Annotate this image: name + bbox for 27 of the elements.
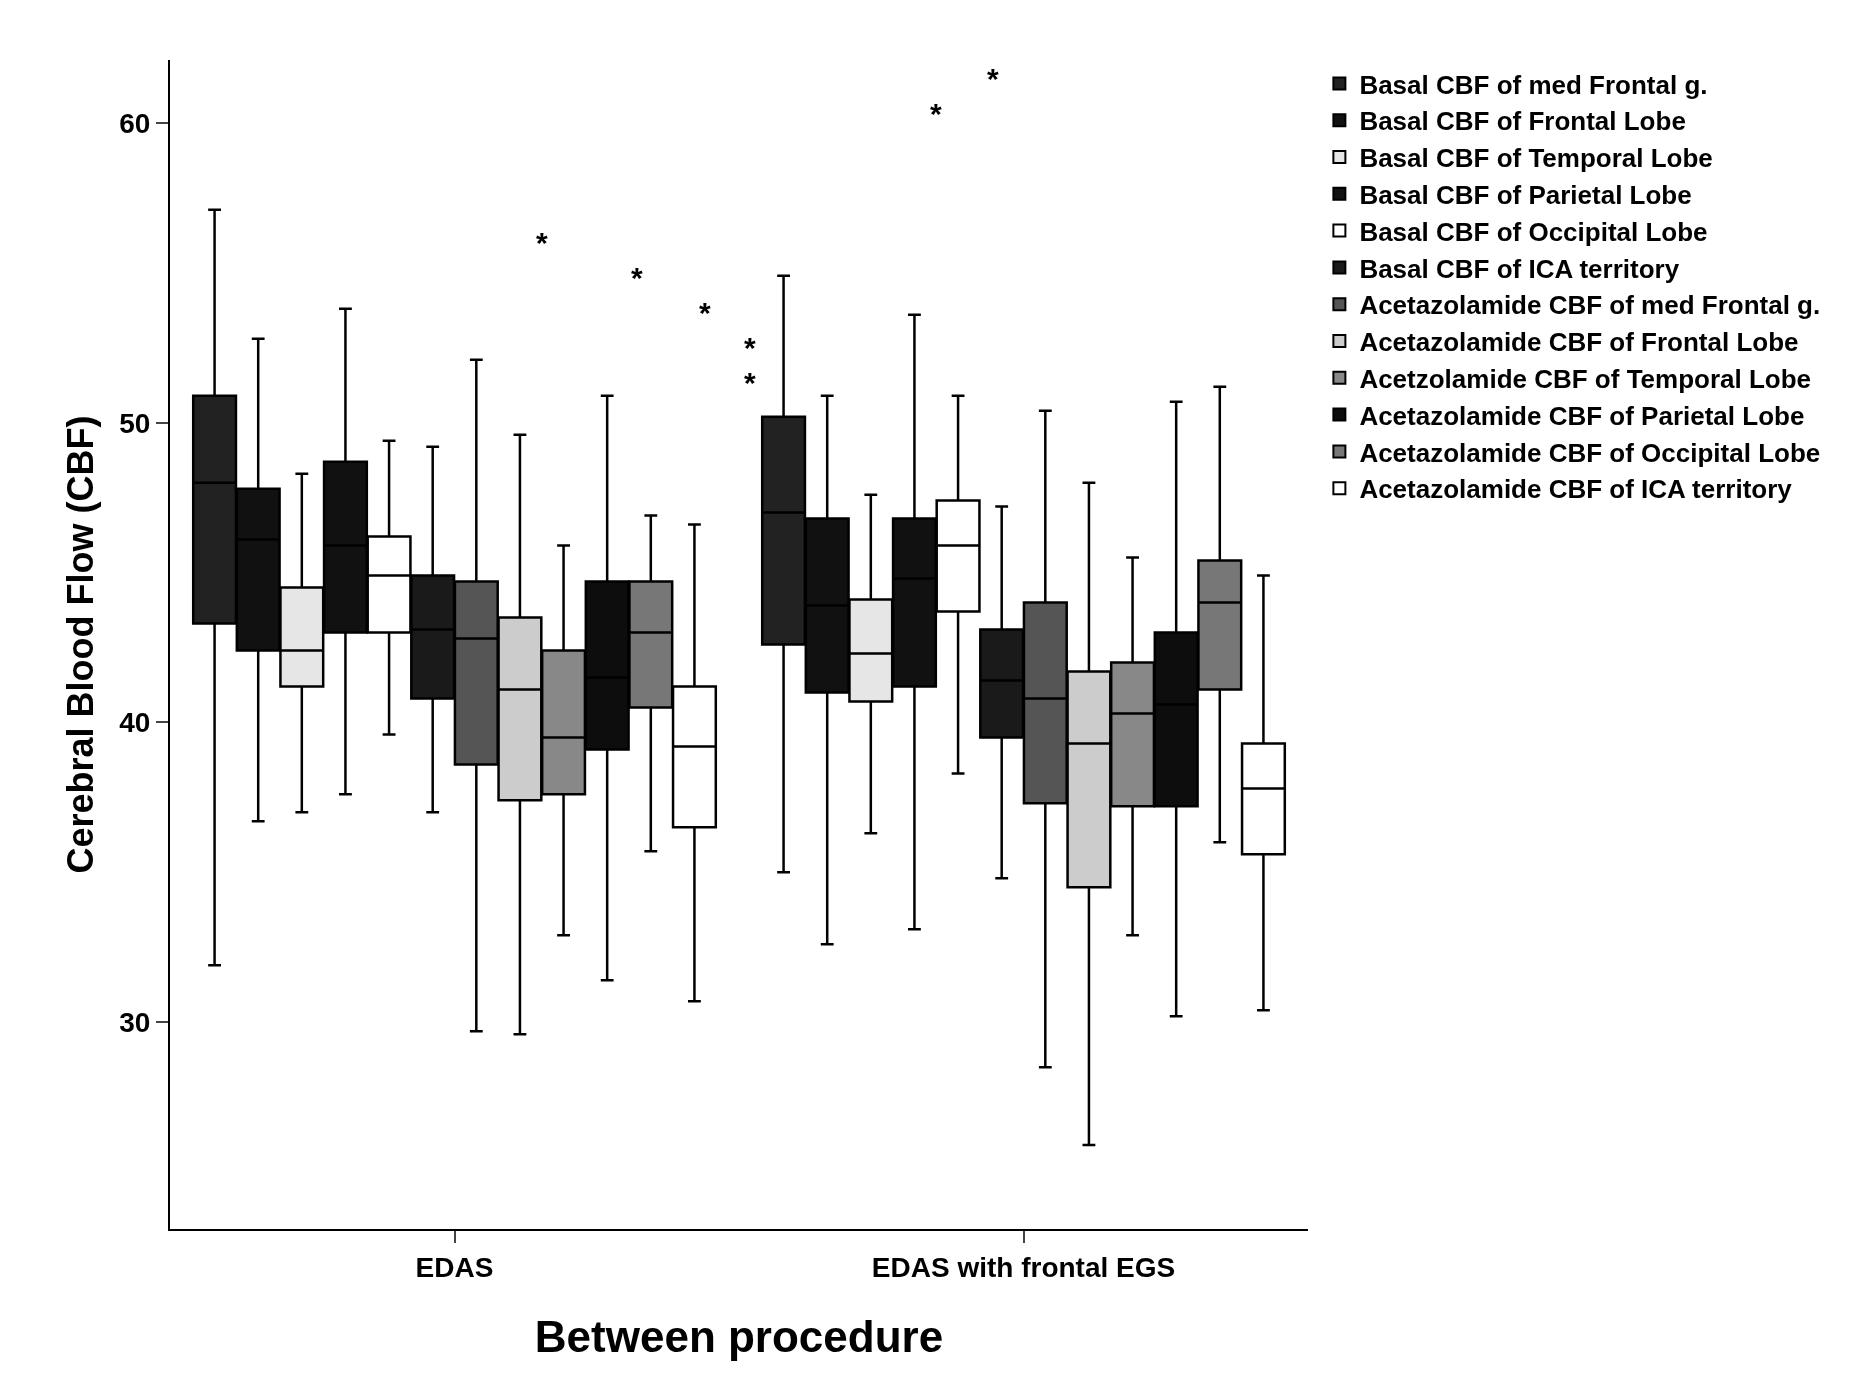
legend-label: Acetazolamide CBF of Frontal Lobe xyxy=(1359,327,1799,358)
x-tick-label: EDAS xyxy=(415,1251,494,1283)
y-tick-label: 40 xyxy=(119,707,151,739)
legend-label: Acetazolamide CBF of Parietal Lobe xyxy=(1359,400,1805,431)
annotation: * xyxy=(699,296,711,329)
legend-label: Basal CBF of Parietal Lobe xyxy=(1359,179,1692,210)
legend-label: Acetzolamide CBF of Temporal Lobe xyxy=(1359,363,1812,394)
legend-label: Basal CBF of Temporal Lobe xyxy=(1359,143,1713,174)
x-tick-label: EDAS with frontal EGS xyxy=(871,1251,1176,1283)
legend-label: Basal CBF of Occipital Lobe xyxy=(1359,216,1708,247)
x-axis-title: Between procedure xyxy=(534,1312,944,1362)
legend-label: Acetazolamide CBF of Occipital Lobe xyxy=(1359,437,1821,468)
legend-label: Basal CBF of Frontal Lobe xyxy=(1359,106,1686,137)
y-tick-label: 50 xyxy=(119,407,151,439)
legend-label: Basal CBF of ICA territory xyxy=(1359,253,1680,284)
annotation: * xyxy=(930,97,942,130)
annotation: * xyxy=(987,62,999,95)
annotation: * xyxy=(631,261,643,294)
y-tick-label: 30 xyxy=(119,1006,151,1038)
legend-label: Basal CBF of med Frontal g. xyxy=(1359,69,1708,100)
y-tick-label: 60 xyxy=(119,107,151,139)
legend-label: Acetazolamide CBF of ICA territory xyxy=(1359,474,1793,505)
annotation: * xyxy=(744,366,756,399)
y-axis-title: Cerebral Blood Flow (CBF) xyxy=(59,415,101,874)
legend-label: Acetazolamide CBF of med Frontal g. xyxy=(1359,290,1821,321)
annotation: * xyxy=(536,226,548,259)
annotation: * xyxy=(744,331,756,364)
